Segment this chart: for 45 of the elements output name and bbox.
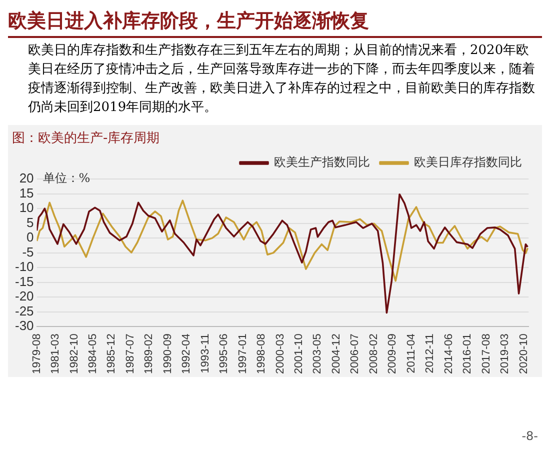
x-tick-label: 2000-03	[274, 334, 286, 374]
x-tick-label: 1990-09	[162, 334, 174, 374]
x-tick-label: 2020-10	[518, 334, 530, 374]
x-tick-label: 1993-11	[199, 334, 212, 374]
y-tick-label: 10	[19, 200, 34, 216]
x-tick-label: 1998-08	[256, 334, 268, 374]
x-tick-label: 2006-07	[349, 334, 362, 374]
x-tick-label: 1989-02	[143, 334, 156, 374]
y-axis-title: 单位：%	[42, 171, 90, 186]
y-tick-label: 5	[26, 214, 34, 230]
x-tick-label: 1984-05	[87, 334, 100, 374]
legend-label: 欧美生产指数同比	[274, 155, 370, 170]
x-tick-label: 1995-06	[218, 334, 230, 374]
x-tick-label: 1997-01	[236, 334, 249, 374]
x-tick-label: 2001-10	[293, 334, 306, 374]
x-tick-label: 2019-03	[499, 334, 512, 374]
y-tick-label: 20	[19, 170, 34, 186]
x-tick-label: 1985-12	[106, 334, 118, 374]
x-tick-label: 1992-04	[180, 334, 193, 374]
legend-label: 欧美日库存指数同比	[414, 155, 522, 170]
y-tick-label: -20	[14, 288, 34, 304]
y-tick-label: 15	[19, 185, 34, 200]
x-tick-label: 1987-07	[124, 334, 136, 374]
chart-subtitle: 欧美日的库存指数和生产指数存在三到五年左右的周期；从目前的情况来看，2020年欧美日在经历了疫情冲击之后，生产回落导致库存进一步的下降，而去年四季度以来，随着疫情逐渐得到控制、生产改善，欧美日进入了补库存的过程之中，目前欧美日的库存指数仍尚未回到2019年同期的水平。	[27, 42, 536, 117]
chart-title: 欧美日进入补库存阶段，生产开始逐渐恢复	[8, 8, 542, 38]
text: 图：欧美的生产-库存周期	[12, 130, 161, 147]
x-tick-label: 2014-06	[442, 334, 455, 374]
x-tick-label: 2004-12	[330, 334, 342, 374]
y-tick-label: 0	[26, 230, 34, 245]
x-tick-label: 2017-08	[480, 334, 492, 374]
y-tick-label: -10	[14, 259, 34, 274]
x-tick-label: 2011-04	[405, 334, 418, 374]
y-tick-label: -25	[14, 303, 34, 318]
x-tick-label: 2012-11	[424, 334, 436, 374]
text: -8-	[522, 429, 538, 443]
x-tick-label: 2009-09	[386, 334, 399, 374]
y-tick-label: -30	[14, 318, 34, 334]
y-tick-label: -15	[14, 274, 34, 289]
x-tick-label: 2016-01	[462, 334, 474, 374]
x-tick-label: 2008-02	[368, 334, 380, 374]
x-tick-label: 1979-08	[30, 334, 43, 374]
x-tick-label: 1981-03	[50, 334, 62, 374]
x-tick-label: 2003-05	[312, 334, 324, 374]
y-tick-label: -5	[22, 244, 34, 260]
x-tick-label: 1982-10	[68, 334, 80, 374]
